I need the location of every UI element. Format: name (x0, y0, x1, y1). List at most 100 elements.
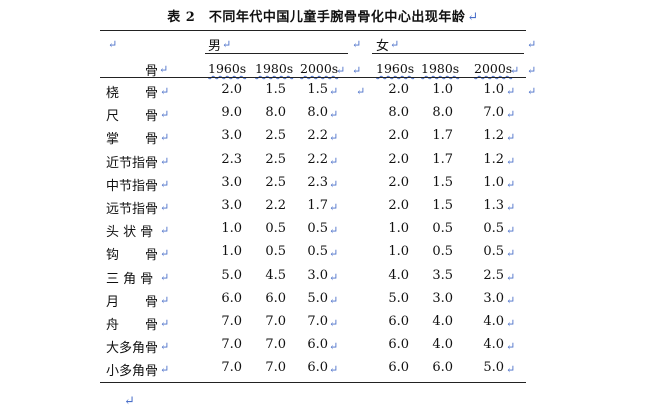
female-value-cell: 1.2 (483, 152, 504, 167)
paragraph-mark-icon: ↵ (329, 271, 339, 284)
female-value-cell: 3.5 (432, 268, 453, 283)
male-value-cell: 6.0 (265, 291, 286, 306)
bone-name: 中节指骨 (106, 179, 159, 194)
female-header: 女 (376, 39, 390, 54)
paragraph-mark-icon: ↵ (160, 340, 170, 353)
paragraph-mark-icon: ↵ (527, 38, 537, 51)
female-value-cell: 2.0 (388, 198, 409, 213)
female-value-cell: 1.3 (483, 198, 504, 213)
female-value-cell: 7.0 (483, 105, 504, 120)
male-value-cell: 4.5 (265, 268, 286, 283)
female-value-cell: 0.5 (432, 221, 453, 236)
paragraph-mark-icon: ↵ (108, 38, 118, 51)
male-value-cell: 1.7 (307, 198, 328, 213)
bone-name: 近节指骨 (106, 156, 159, 171)
female-value-cell: 1.0 (483, 175, 504, 190)
header-bottom-rule (100, 77, 526, 78)
male-value-cell: 7.0 (221, 360, 242, 375)
paragraph-mark-icon: ↵ (506, 201, 516, 214)
paragraph-mark-icon: ↵ (329, 131, 339, 144)
paragraph-mark-icon: ↵ (329, 340, 339, 353)
paragraph-mark-icon: ↵ (506, 294, 516, 307)
paragraph-mark-icon: ↵ (160, 85, 170, 98)
female-value-cell: 1.5 (432, 198, 453, 213)
male-value-cell: 2.3 (221, 152, 242, 167)
paragraph-mark-icon: ↵ (390, 38, 400, 51)
male-value-cell: 0.5 (265, 244, 286, 259)
female-value-cell: 1.2 (483, 128, 504, 143)
female-value-cell: 1.7 (432, 128, 453, 143)
paragraph-mark-icon: ↵ (329, 108, 339, 121)
paragraph-mark-icon: ↵ (329, 178, 339, 191)
paragraph-mark-icon: ↵ (329, 224, 339, 237)
male-value-cell: 6.0 (221, 291, 242, 306)
paragraph-mark-icon: ↵ (527, 64, 537, 77)
paragraph-mark-icon: ↵ (160, 108, 170, 121)
male-value-cell: 0.5 (265, 221, 286, 236)
male-value-cell: 3.0 (221, 198, 242, 213)
male-value-cell: 5.0 (221, 268, 242, 283)
paragraph-mark-icon: ↵ (527, 85, 537, 98)
female-value-cell: 2.5 (483, 268, 504, 283)
male-year-header: 1960s (208, 61, 247, 76)
paragraph-mark-icon: ↵ (160, 317, 170, 330)
bone-name: 大多角骨 (106, 341, 159, 356)
female-value-cell: 4.0 (432, 337, 453, 352)
female-value-cell: 0.5 (432, 244, 453, 259)
male-group-rule (205, 53, 348, 54)
male-value-cell: 7.0 (265, 360, 286, 375)
paragraph-mark-icon: ↵ (329, 201, 339, 214)
male-value-cell: 0.5 (307, 244, 328, 259)
female-year-header: 1980s (421, 61, 460, 76)
male-value-cell: 8.0 (307, 105, 328, 120)
male-value-cell: 6.0 (307, 360, 328, 375)
paragraph-mark-icon: ↵ (506, 131, 516, 144)
bone-name: 舟 骨 (106, 318, 159, 333)
table-top-rule (100, 30, 526, 31)
female-value-cell: 2.0 (388, 82, 409, 97)
bone-column-header: 骨 (145, 64, 159, 79)
male-value-cell: 2.5 (265, 175, 286, 190)
male-value-cell: 1.5 (265, 82, 286, 97)
paragraph-mark-icon: ↵ (506, 271, 516, 284)
paragraph-mark-icon: ↵ (510, 64, 520, 77)
bone-name: 尺 骨 (106, 109, 159, 124)
paragraph-mark-icon: ↵ (160, 224, 170, 237)
male-value-cell: 7.0 (221, 314, 242, 329)
paragraph-mark-icon: ↵ (467, 10, 479, 25)
male-value-cell: 2.5 (265, 128, 286, 143)
paragraph-mark-icon: ↵ (506, 178, 516, 191)
male-value-cell: 5.0 (307, 291, 328, 306)
female-value-cell: 5.0 (388, 291, 409, 306)
paragraph-mark-icon: ↵ (506, 155, 516, 168)
female-value-cell: 6.0 (388, 314, 409, 329)
female-value-cell: 1.0 (432, 82, 453, 97)
male-value-cell: 7.0 (307, 314, 328, 329)
paragraph-mark-icon: ↵ (506, 363, 516, 376)
female-value-cell: 1.5 (432, 175, 453, 190)
table-bottom-rule (100, 382, 526, 383)
paragraph-mark-icon: ↵ (124, 394, 135, 409)
female-value-cell: 1.0 (483, 82, 504, 97)
paragraph-mark-icon: ↵ (160, 201, 170, 214)
paragraph-mark-icon: ↵ (352, 64, 362, 77)
paragraph-mark-icon: ↵ (506, 247, 516, 260)
paragraph-mark-icon: ↵ (160, 178, 170, 191)
female-value-cell: 1.0 (388, 221, 409, 236)
male-value-cell: 7.0 (221, 337, 242, 352)
paragraph-mark-icon: ↵ (329, 363, 339, 376)
male-year-header: 1980s (255, 61, 294, 76)
male-header: 男 (208, 39, 222, 54)
bone-name: 钩 骨 (106, 248, 159, 263)
bone-name: 月 骨 (106, 295, 159, 310)
female-value-cell: 2.0 (388, 175, 409, 190)
female-value-cell: 0.5 (483, 221, 504, 236)
paragraph-mark-icon: ↵ (160, 363, 170, 376)
male-value-cell: 2.2 (265, 198, 286, 213)
male-value-cell: 7.0 (265, 337, 286, 352)
female-value-cell: 5.0 (483, 360, 504, 375)
male-value-cell: 2.2 (307, 152, 328, 167)
paragraph-mark-icon: ↵ (160, 155, 170, 168)
male-value-cell: 3.0 (307, 268, 328, 283)
bone-name: 三 角 骨 (106, 272, 154, 287)
